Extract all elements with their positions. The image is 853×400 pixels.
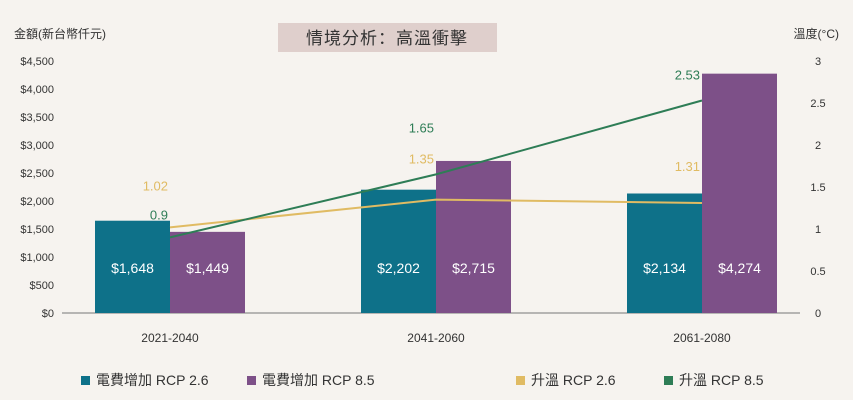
y-tick-label: $1,000: [20, 252, 54, 264]
bar-value-label: $2,134: [643, 260, 686, 276]
x-tick-label: 2061-2080: [673, 331, 731, 345]
y2-tick-label: 2: [815, 140, 821, 152]
legend-swatch: [516, 376, 525, 385]
legend-label: 電費增加 RCP 8.5: [262, 372, 375, 388]
y2-tick-label: 1: [815, 224, 821, 236]
bar: [436, 160, 511, 313]
chart-title: 情境分析：高溫衝擊: [306, 29, 468, 48]
y-tick-label: $2,500: [20, 168, 54, 180]
line-value-label: 1.65: [409, 120, 434, 135]
bar: [170, 231, 245, 313]
x-tick-label: 2041-2060: [407, 331, 465, 345]
y-tick-label: $4,500: [20, 56, 54, 68]
y2-tick-label: 1.5: [810, 182, 825, 194]
legend-swatch: [81, 376, 90, 385]
y-tick-label: $4,000: [20, 84, 54, 96]
line-value-label: 1.31: [675, 159, 700, 174]
bar-value-label: $1,449: [186, 260, 229, 276]
legend-label: 升溫 RCP 8.5: [679, 372, 764, 388]
bar-value-label: $4,274: [718, 260, 761, 276]
y2-axis-label: 溫度(°C): [794, 26, 839, 41]
bar-value-label: $2,202: [377, 260, 420, 276]
y-tick-label: $1,500: [20, 224, 54, 236]
y-tick-label: $0: [42, 308, 54, 320]
bar: [702, 73, 777, 313]
bar-value-label: $2,715: [452, 260, 495, 276]
line-value-label: 0.9: [150, 207, 168, 222]
series-line: [169, 99, 703, 239]
line-value-label: 1.35: [409, 152, 434, 167]
y2-tick-label: 2.5: [810, 98, 825, 110]
line-value-label: 1.02: [143, 178, 168, 193]
y-tick-label: $3,000: [20, 140, 54, 152]
legend-swatch: [247, 376, 256, 385]
title-box: [278, 23, 497, 52]
legend-swatch: [664, 376, 673, 385]
legend-label: 電費增加 RCP 2.6: [96, 372, 209, 388]
y-tick-label: $3,500: [20, 112, 54, 124]
x-tick-label: 2021-2040: [141, 331, 199, 345]
legend-label: 升溫 RCP 2.6: [531, 372, 616, 388]
bar: [95, 220, 170, 313]
y2-tick-label: 3: [815, 56, 821, 68]
line-value-label: 2.53: [675, 67, 700, 82]
series-line: [169, 198, 703, 229]
y-tick-label: $2,000: [20, 196, 54, 208]
bar: [361, 189, 436, 313]
y2-tick-label: 0: [815, 308, 821, 320]
bar-value-label: $1,648: [111, 260, 154, 276]
y2-tick-label: 0.5: [810, 266, 825, 278]
bar: [627, 193, 702, 313]
y-axis-label: 金額(新台幣仟元): [14, 26, 106, 41]
y-tick-label: $500: [30, 280, 54, 292]
